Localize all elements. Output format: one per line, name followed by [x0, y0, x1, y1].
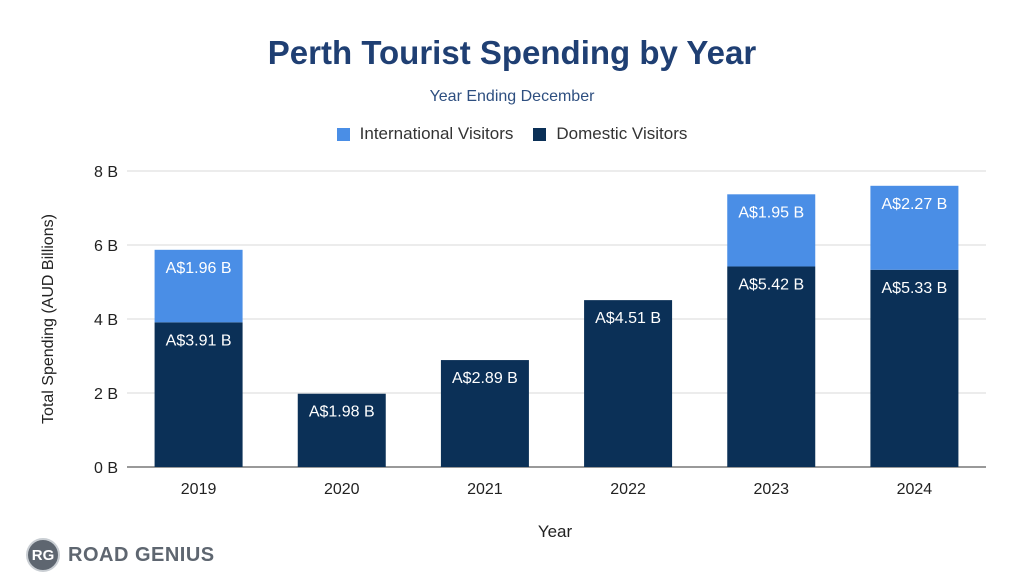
y-axis-label: Total Spending (AUD Billions): [40, 214, 57, 424]
data-label-domestic: A$3.91 B: [166, 332, 232, 349]
y-tick-label: 0 B: [94, 460, 118, 477]
brand-logo: RG ROAD GENIUS: [26, 538, 215, 572]
bar-international: [727, 194, 816, 267]
y-tick-label: 4 B: [94, 312, 118, 329]
data-label-domestic: A$4.51 B: [595, 310, 661, 327]
data-label-domestic: A$1.98 B: [309, 404, 375, 421]
y-tick-label: 2 B: [94, 386, 118, 403]
data-label-domestic: A$5.42 B: [738, 276, 804, 293]
x-tick-label: 2021: [467, 481, 503, 498]
brand-badge-icon: RG: [26, 538, 60, 572]
bar-domestic: [727, 266, 816, 467]
bar-international: [870, 185, 959, 270]
bar-domestic: [440, 360, 529, 467]
x-tick-label: 2022: [610, 481, 646, 498]
data-label-international: A$1.95 B: [738, 204, 804, 221]
y-tick-label: 8 B: [94, 164, 118, 181]
chart-title: Perth Tourist Spending by Year: [267, 34, 757, 71]
brand-name: ROAD GENIUS: [68, 543, 215, 566]
legend-item-international: International Visitors: [336, 124, 514, 144]
y-tick-label: 6 B: [94, 238, 118, 255]
data-label-international: A$1.96 B: [166, 260, 232, 277]
bar-domestic: [870, 269, 959, 467]
chart-subtitle: Year Ending December: [429, 88, 595, 105]
x-tick-label: 2020: [324, 481, 360, 498]
data-label-domestic: A$5.33 B: [882, 280, 948, 297]
x-tick-label: 2023: [753, 481, 789, 498]
chart-legend: International Visitors Domestic Visitors: [0, 124, 1024, 144]
bar-domestic: [154, 322, 243, 467]
x-tick-label: 2024: [897, 481, 933, 498]
bar-international: [154, 249, 243, 323]
data-label-domestic: A$2.89 B: [452, 370, 518, 387]
legend-item-domestic: Domestic Visitors: [533, 124, 687, 144]
x-tick-label: 2019: [181, 481, 217, 498]
legend-swatch-international: [336, 127, 350, 141]
bar-domestic: [584, 300, 673, 467]
legend-label-international: International Visitors: [359, 124, 514, 143]
data-label-international: A$2.27 B: [882, 196, 948, 213]
x-axis-label: Year: [538, 522, 573, 541]
legend-label-domestic: Domestic Visitors: [556, 124, 688, 143]
bar-domestic: [297, 393, 386, 467]
legend-swatch-domestic: [533, 127, 547, 141]
